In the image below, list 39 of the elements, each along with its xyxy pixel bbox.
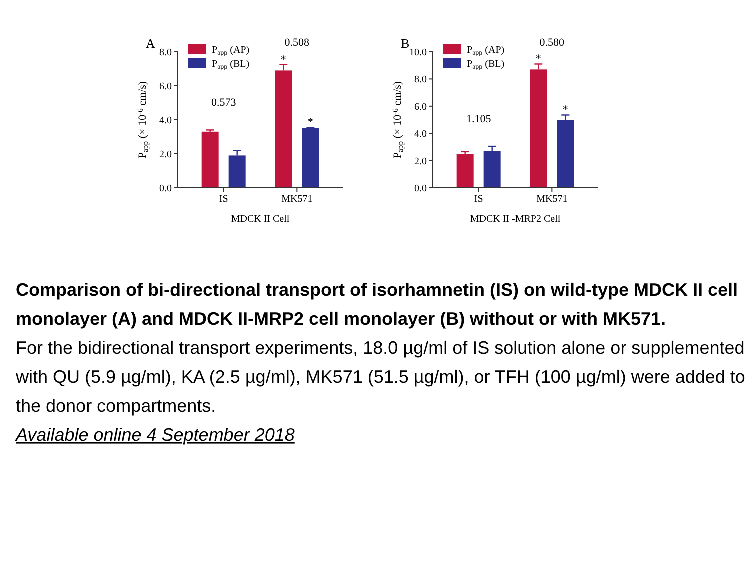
annotation: 1.105 [466, 114, 492, 126]
bar [302, 128, 320, 188]
x-tick-label: IS [219, 194, 228, 205]
x-tick-label: MK571 [282, 194, 313, 205]
legend-label: P$_{app}$ (AP) [467, 45, 505, 57]
y-tick-label: 4.0 [160, 116, 172, 126]
x-tick-label: IS [474, 194, 484, 205]
annotation: 0.573 [211, 97, 237, 110]
x-axis-title: MDCK II Cell [231, 214, 290, 225]
y-tick-label: 8.0 [160, 48, 172, 58]
y-tick-label: 10.0 [410, 48, 427, 58]
bar [202, 132, 219, 188]
text: Available online 4 September 2018 [15, 425, 295, 445]
y-tick-label: 2.0 [160, 150, 172, 160]
text: For the bidirectional transport experiments, 18.0 µg/ml of IS solution alone or supplemented with QU (5.9 µg/ml), KA (2.5 µg/ml), MK571 (51.5 µg/ml), or TFH (100 µg/ml) were added to the donor compartments. [15, 338, 746, 416]
data-label: * [536, 53, 542, 66]
bar [456, 154, 474, 188]
chart-title: A [146, 36, 156, 51]
y-tick-label: 0.0 [414, 184, 427, 194]
data-label: * [280, 54, 286, 66]
text: 0.508 [284, 37, 310, 49]
text: Comparison of bi-directional transport of isorhamnetin (IS) on wild-type MDCK II cell monolayer (A) and MDCK II-MRP2 cell monolayer (B) without or with MK571. [16, 280, 738, 329]
y-tick-label: 0.0 [160, 184, 172, 194]
y-tick-label: 6.0 [160, 82, 172, 92]
bar [557, 120, 574, 188]
data-label: * [308, 116, 314, 129]
chart-title: B [401, 36, 410, 51]
x-tick-label: MK571 [536, 194, 568, 205]
y-tick-label: 4.0 [414, 129, 427, 140]
y-tick-label: 6.0 [414, 102, 427, 113]
data-label: * [562, 104, 568, 116]
bar [484, 151, 501, 188]
text: 0.580 [540, 37, 566, 49]
y-tick-label: 2.0 [414, 156, 427, 168]
y-tick-label: 8.0 [414, 74, 427, 86]
x-axis-title: MDCK II -MRP2 Cell [470, 214, 561, 225]
legend-label: P$_{app}$ (BL) [467, 59, 505, 71]
legend-label: P$_{app}$ (BL) [212, 59, 250, 71]
legend-label: P$_{app}$ (AP) [212, 45, 250, 57]
